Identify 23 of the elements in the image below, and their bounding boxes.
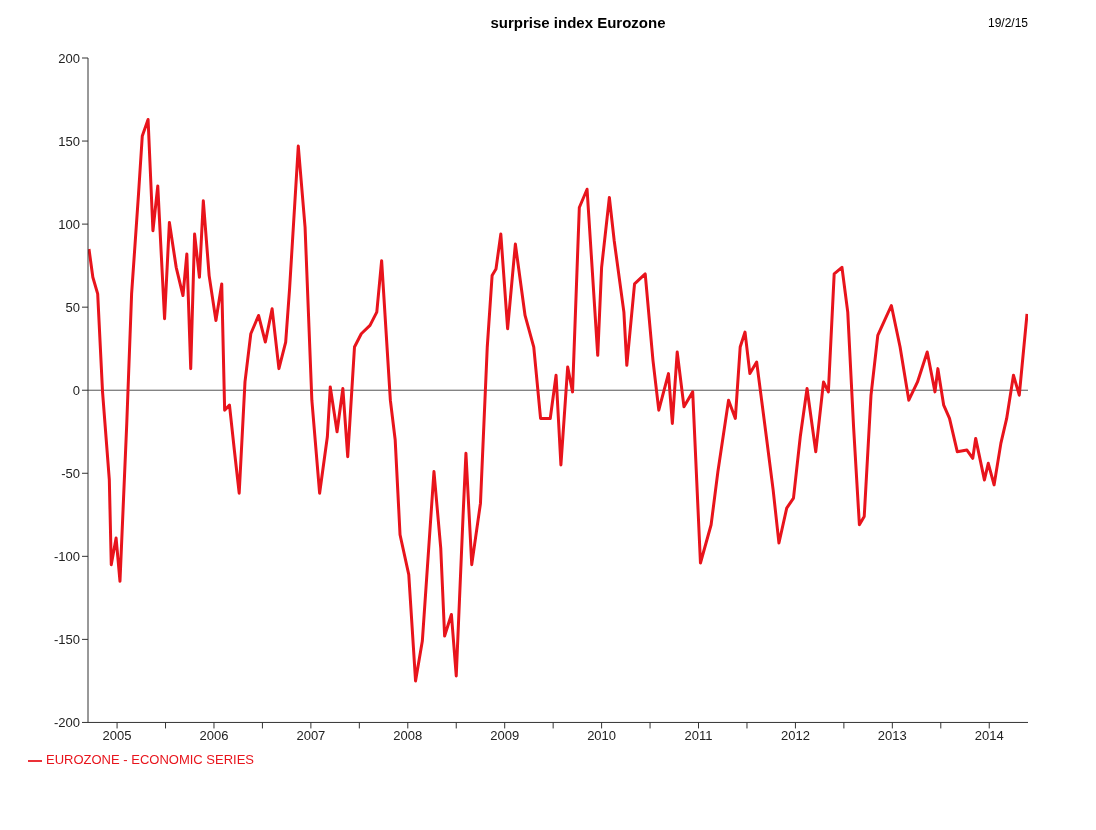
y-tick-label: -100 — [53, 548, 80, 564]
x-tick-label: 2007 — [296, 727, 326, 743]
x-tick-label: 2012 — [780, 727, 810, 743]
x-tick-label: 2005 — [102, 727, 132, 743]
y-tick-label: -200 — [53, 715, 80, 731]
x-tick-label: 2014 — [974, 727, 1004, 743]
chart-title: surprise index Eurozone — [490, 14, 666, 31]
x-tick-label: 2010 — [587, 727, 617, 743]
y-tick-label: 0 — [72, 382, 80, 398]
x-tick-label: 2013 — [877, 727, 907, 743]
x-tick-label: 2009 — [490, 727, 520, 743]
y-tick-label: -150 — [53, 632, 80, 647]
x-tick-label: 2011 — [684, 727, 713, 743]
y-tick-label: -50 — [61, 465, 80, 481]
legend-label: EUROZONE - ECONOMIC SERIES — [46, 752, 255, 768]
y-tick-label: 50 — [65, 299, 80, 315]
y-tick-label: 200 — [58, 50, 80, 66]
y-tick-label: 150 — [58, 133, 80, 149]
x-tick-label: 2006 — [199, 727, 229, 743]
text: 19/2/15 — [987, 16, 1028, 30]
line-series — [88, 117, 1028, 683]
y-tick-label: 100 — [58, 216, 80, 232]
x-tick-label: 2008 — [393, 727, 423, 743]
